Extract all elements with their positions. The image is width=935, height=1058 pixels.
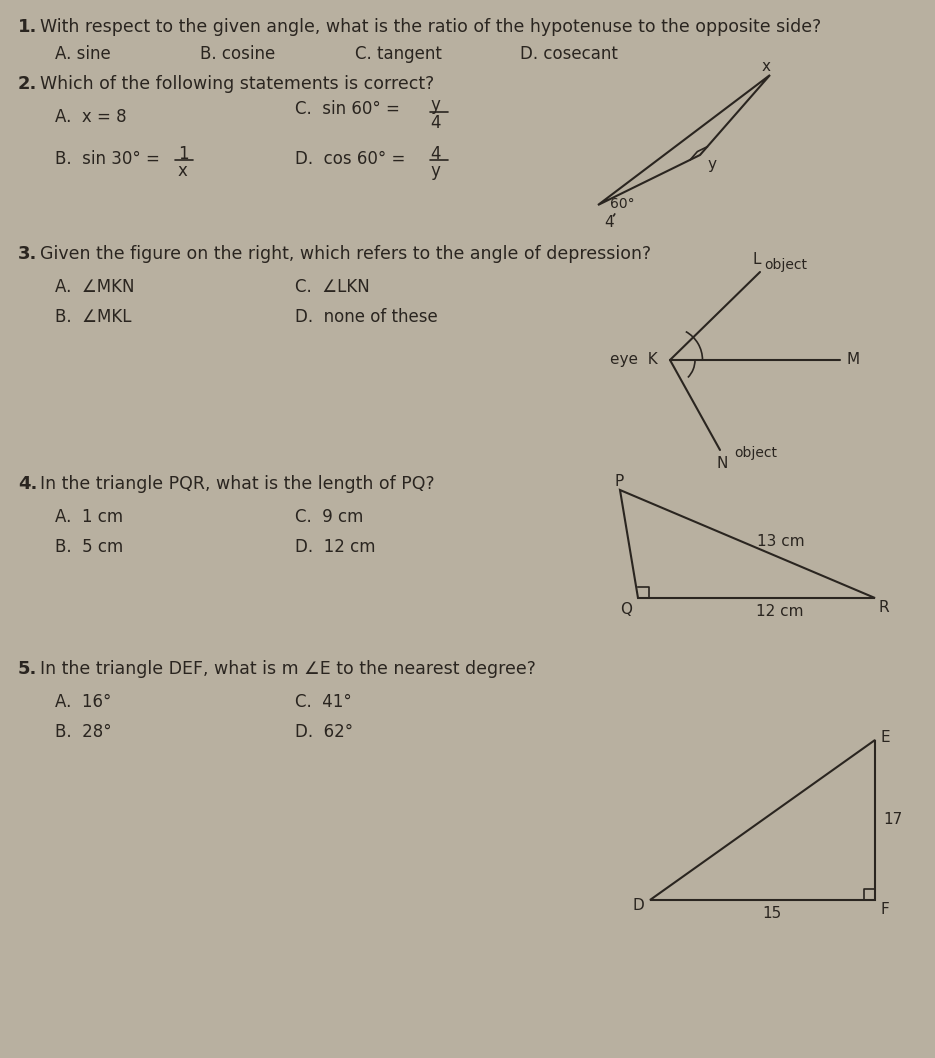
Text: D.  62°: D. 62° [295, 723, 353, 741]
Text: L: L [752, 252, 760, 267]
Text: 4: 4 [430, 114, 440, 132]
Text: D.  12 cm: D. 12 cm [295, 539, 376, 557]
Text: A. sine: A. sine [55, 45, 110, 63]
Text: M: M [846, 352, 859, 367]
Text: 13 cm: 13 cm [757, 534, 805, 549]
Text: x: x [762, 59, 771, 74]
Text: y: y [708, 157, 717, 172]
Text: 3.: 3. [18, 245, 37, 263]
Text: P: P [614, 474, 624, 489]
Text: x: x [178, 162, 188, 180]
Text: D: D [632, 898, 644, 913]
Text: D. cosecant: D. cosecant [520, 45, 618, 63]
Text: B. cosine: B. cosine [200, 45, 275, 63]
Text: E: E [880, 730, 889, 745]
Text: In the triangle DEF, what is m ∠E to the nearest degree?: In the triangle DEF, what is m ∠E to the… [40, 660, 536, 678]
Text: object: object [734, 446, 777, 460]
Text: C.  9 cm: C. 9 cm [295, 508, 364, 526]
Text: B.  5 cm: B. 5 cm [55, 539, 123, 557]
Text: D.  cos 60° =: D. cos 60° = [295, 150, 406, 168]
Text: 1.: 1. [18, 18, 37, 36]
Text: N: N [716, 456, 727, 471]
Text: A.  x = 8: A. x = 8 [55, 108, 126, 126]
Text: With respect to the given angle, what is the ratio of the hypotenuse to the oppo: With respect to the given angle, what is… [40, 18, 821, 36]
Text: 5.: 5. [18, 660, 37, 678]
Text: B.  ∠MKL: B. ∠MKL [55, 308, 132, 326]
Text: 2.: 2. [18, 75, 37, 93]
Text: C.  41°: C. 41° [295, 693, 352, 711]
Text: F: F [880, 902, 889, 917]
Text: Given the figure on the right, which refers to the angle of depression?: Given the figure on the right, which ref… [40, 245, 651, 263]
Text: object: object [764, 258, 807, 272]
Text: Q: Q [620, 602, 632, 617]
Text: eye  K: eye K [610, 352, 657, 367]
Text: 4: 4 [604, 215, 613, 230]
Text: B.  28°: B. 28° [55, 723, 111, 741]
Text: y: y [430, 96, 439, 114]
Text: In the triangle PQR, what is the length of PQ?: In the triangle PQR, what is the length … [40, 475, 435, 493]
Text: A.  1 cm: A. 1 cm [55, 508, 123, 526]
Text: C.  sin 60° =: C. sin 60° = [295, 101, 400, 118]
Text: C. tangent: C. tangent [355, 45, 442, 63]
Text: A.  16°: A. 16° [55, 693, 111, 711]
Text: D.  none of these: D. none of these [295, 308, 438, 326]
Text: R: R [879, 600, 889, 615]
Text: 4.: 4. [18, 475, 37, 493]
Text: 15: 15 [762, 906, 782, 922]
Text: 4: 4 [430, 145, 440, 163]
Text: 17: 17 [883, 811, 902, 827]
Text: B.  sin 30° =: B. sin 30° = [55, 150, 160, 168]
Text: 1: 1 [178, 145, 189, 163]
Text: y: y [430, 162, 439, 180]
Text: 60°: 60° [610, 197, 635, 211]
Text: C.  ∠LKN: C. ∠LKN [295, 278, 369, 296]
Text: 12 cm: 12 cm [756, 604, 803, 619]
Text: Which of the following statements is correct?: Which of the following statements is cor… [40, 75, 434, 93]
Text: A.  ∠MKN: A. ∠MKN [55, 278, 135, 296]
